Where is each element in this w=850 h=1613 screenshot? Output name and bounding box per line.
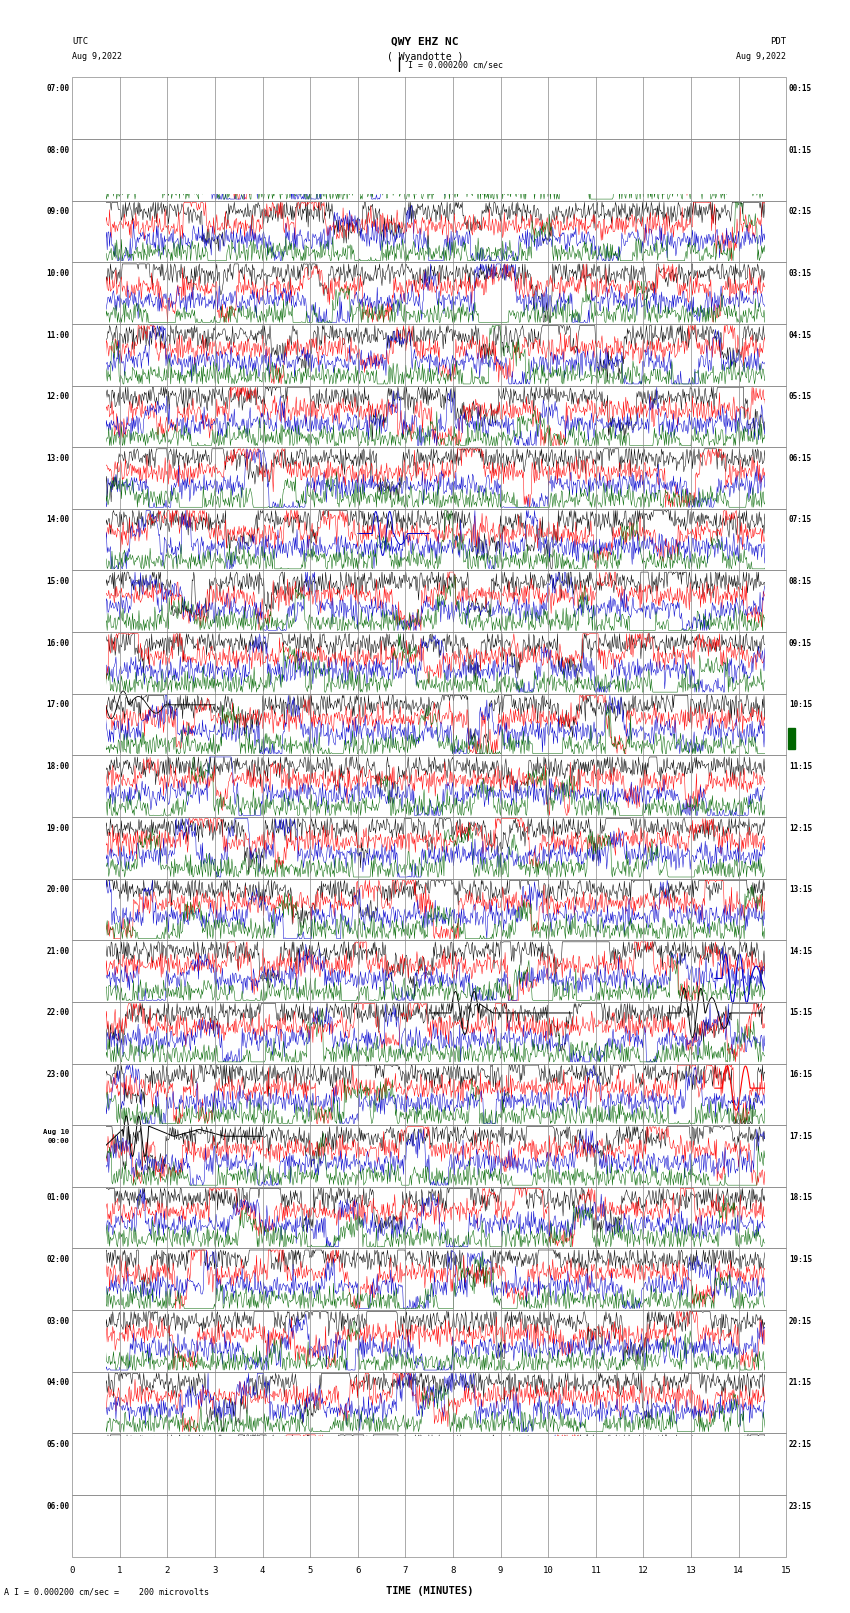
Text: 14:15: 14:15 xyxy=(789,947,812,957)
Text: 01:00: 01:00 xyxy=(47,1194,70,1202)
Text: 15: 15 xyxy=(781,1566,791,1576)
Text: 08:00: 08:00 xyxy=(47,145,70,155)
Text: 20:15: 20:15 xyxy=(789,1316,812,1326)
Text: 11:00: 11:00 xyxy=(47,331,70,340)
Text: 8: 8 xyxy=(450,1566,456,1576)
Text: 0: 0 xyxy=(70,1566,75,1576)
Text: 06:15: 06:15 xyxy=(789,453,812,463)
Text: UTC: UTC xyxy=(72,37,88,47)
Text: 07:00: 07:00 xyxy=(47,84,70,94)
Text: A I = 0.000200 cm/sec =    200 microvolts: A I = 0.000200 cm/sec = 200 microvolts xyxy=(4,1587,209,1597)
Text: PDT: PDT xyxy=(770,37,786,47)
Text: 5: 5 xyxy=(308,1566,313,1576)
Text: 04:00: 04:00 xyxy=(47,1378,70,1387)
Text: 7: 7 xyxy=(403,1566,408,1576)
Text: 17:00: 17:00 xyxy=(47,700,70,710)
Text: Aug 10: Aug 10 xyxy=(43,1129,70,1136)
Text: 16:00: 16:00 xyxy=(47,639,70,648)
Text: 05:15: 05:15 xyxy=(789,392,812,402)
Text: 15:15: 15:15 xyxy=(789,1008,812,1018)
Text: 10:15: 10:15 xyxy=(789,700,812,710)
Text: Aug 9,2022: Aug 9,2022 xyxy=(72,52,122,61)
Text: 02:00: 02:00 xyxy=(47,1255,70,1265)
Text: Aug 9,2022: Aug 9,2022 xyxy=(736,52,786,61)
Text: 22:00: 22:00 xyxy=(47,1008,70,1018)
Text: 05:00: 05:00 xyxy=(47,1440,70,1448)
Text: 20:00: 20:00 xyxy=(47,886,70,894)
Text: 2: 2 xyxy=(165,1566,170,1576)
Text: 06:00: 06:00 xyxy=(47,1502,70,1510)
Text: 22:15: 22:15 xyxy=(789,1440,812,1448)
Text: 03:15: 03:15 xyxy=(789,269,812,277)
Text: 21:15: 21:15 xyxy=(789,1378,812,1387)
Text: 4: 4 xyxy=(260,1566,265,1576)
Text: 04:15: 04:15 xyxy=(789,331,812,340)
Text: QWY EHZ NC: QWY EHZ NC xyxy=(391,37,459,47)
Text: 03:00: 03:00 xyxy=(47,1316,70,1326)
Text: 09:15: 09:15 xyxy=(789,639,812,648)
Text: 23:00: 23:00 xyxy=(47,1069,70,1079)
Text: 12: 12 xyxy=(638,1566,649,1576)
Text: 07:15: 07:15 xyxy=(789,516,812,524)
Text: 10:00: 10:00 xyxy=(47,269,70,277)
Text: 10: 10 xyxy=(543,1566,553,1576)
Text: 18:00: 18:00 xyxy=(47,761,70,771)
Text: 14:00: 14:00 xyxy=(47,516,70,524)
Text: I = 0.000200 cm/sec: I = 0.000200 cm/sec xyxy=(408,60,503,69)
Text: 12:00: 12:00 xyxy=(47,392,70,402)
Text: 15:00: 15:00 xyxy=(47,577,70,586)
Text: 18:15: 18:15 xyxy=(789,1194,812,1202)
Text: 23:15: 23:15 xyxy=(789,1502,812,1510)
Text: 00:00: 00:00 xyxy=(48,1137,70,1144)
Text: 14: 14 xyxy=(734,1566,744,1576)
Text: 1: 1 xyxy=(117,1566,122,1576)
Text: 6: 6 xyxy=(355,1566,360,1576)
Text: 11:15: 11:15 xyxy=(789,761,812,771)
Text: 11: 11 xyxy=(591,1566,601,1576)
Text: 19:15: 19:15 xyxy=(789,1255,812,1265)
Text: ( Wyandotte ): ( Wyandotte ) xyxy=(387,52,463,61)
Text: 21:00: 21:00 xyxy=(47,947,70,957)
Text: 16:15: 16:15 xyxy=(789,1069,812,1079)
Text: 00:15: 00:15 xyxy=(789,84,812,94)
Text: 19:00: 19:00 xyxy=(47,824,70,832)
Text: TIME (MINUTES): TIME (MINUTES) xyxy=(386,1586,473,1595)
Text: 08:15: 08:15 xyxy=(789,577,812,586)
Text: 09:00: 09:00 xyxy=(47,208,70,216)
Text: 17:15: 17:15 xyxy=(789,1132,812,1140)
Text: 13:00: 13:00 xyxy=(47,453,70,463)
Text: 13:15: 13:15 xyxy=(789,886,812,894)
Text: 13: 13 xyxy=(686,1566,696,1576)
Text: 01:15: 01:15 xyxy=(789,145,812,155)
Text: 02:15: 02:15 xyxy=(789,208,812,216)
Text: 3: 3 xyxy=(212,1566,218,1576)
Text: 12:15: 12:15 xyxy=(789,824,812,832)
Text: 9: 9 xyxy=(498,1566,503,1576)
